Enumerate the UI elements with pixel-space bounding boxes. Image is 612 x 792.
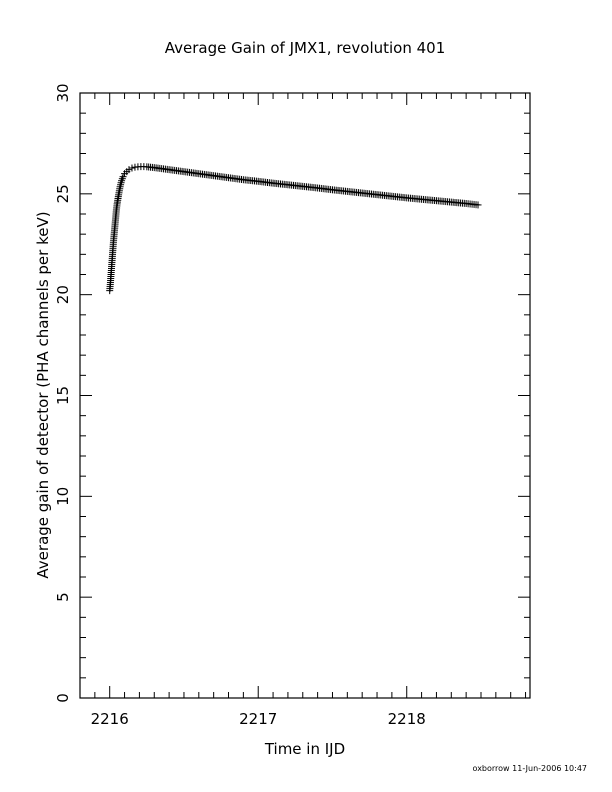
y-tick-label: 5 bbox=[54, 592, 72, 602]
y-axis-label: Average gain of detector (PHA channels p… bbox=[34, 211, 52, 578]
y-tick-label: 0 bbox=[54, 693, 72, 703]
data-points bbox=[106, 163, 482, 295]
y-tick-label: 10 bbox=[54, 487, 72, 506]
y-tick-label: 25 bbox=[54, 184, 72, 203]
y-tick-label: 30 bbox=[54, 83, 72, 102]
x-tick-label: 2217 bbox=[239, 710, 277, 728]
y-tick-label: 20 bbox=[54, 285, 72, 304]
axis-ticks bbox=[79, 92, 530, 699]
data-point bbox=[125, 166, 133, 174]
tick-labels: 0 5 10 15 20 25 30 2216 2217 2218 bbox=[54, 83, 426, 728]
x-tick-label: 2218 bbox=[388, 710, 426, 728]
data-point bbox=[474, 201, 482, 209]
y-tick-label: 15 bbox=[54, 386, 72, 405]
x-tick-label: 2216 bbox=[91, 710, 129, 728]
x-axis-label: Time in IJD bbox=[264, 740, 345, 758]
chart-title: Average Gain of JMX1, revolution 401 bbox=[165, 39, 446, 57]
data-point bbox=[119, 173, 127, 181]
data-point bbox=[128, 164, 136, 172]
footer-stamp: oxborrow 11-Jun-2006 10:47 bbox=[473, 764, 587, 773]
